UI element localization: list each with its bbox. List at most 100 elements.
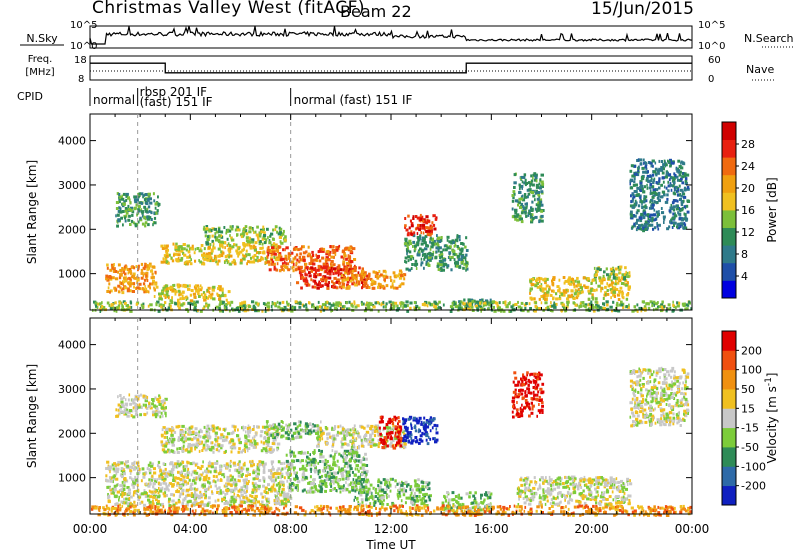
data-cell — [228, 229, 232, 233]
data-cell — [530, 218, 533, 222]
data-cell — [177, 500, 181, 504]
data-cell — [451, 307, 455, 311]
data-cell — [124, 219, 127, 223]
data-cell — [200, 247, 202, 251]
data-cell — [119, 484, 123, 488]
data-cell — [283, 268, 285, 272]
data-cell — [285, 500, 287, 504]
data-cell — [242, 467, 245, 471]
data-cell — [460, 258, 463, 261]
data-cell — [262, 470, 266, 474]
data-cell — [203, 305, 206, 309]
data-cell — [498, 301, 501, 305]
data-cell — [146, 215, 149, 219]
data-cell — [649, 213, 654, 217]
data-cell — [638, 306, 642, 310]
data-cell — [249, 226, 252, 230]
data-cell — [522, 205, 524, 208]
data-cell — [173, 476, 177, 480]
data-cell — [653, 303, 655, 307]
data-cell — [383, 278, 386, 282]
data-cell — [323, 306, 327, 310]
data-cell — [152, 265, 156, 269]
data-cell — [237, 471, 241, 475]
data-cell — [338, 486, 342, 490]
data-cell — [429, 233, 432, 237]
data-cell — [120, 467, 124, 470]
data-cell — [208, 291, 211, 294]
data-cell — [199, 284, 202, 288]
data-cell — [221, 291, 224, 295]
data-cell — [212, 285, 216, 289]
data-cell — [307, 457, 311, 461]
data-cell — [130, 495, 133, 499]
data-cell — [529, 291, 531, 295]
data-cell — [292, 269, 295, 273]
data-cell — [194, 447, 197, 451]
data-cell — [630, 194, 632, 198]
data-cell — [138, 403, 141, 407]
data-cell — [552, 296, 555, 300]
data-cell — [144, 221, 148, 225]
data-cell — [215, 260, 218, 264]
data-cell — [149, 286, 151, 290]
data-cell — [316, 268, 320, 272]
data-cell — [448, 240, 452, 244]
data-cell — [622, 306, 625, 309]
data-cell — [169, 306, 172, 310]
data-cell — [677, 159, 681, 163]
data-cell — [580, 283, 582, 287]
data-cell — [276, 496, 279, 500]
data-cell — [243, 461, 246, 465]
data-cell — [171, 484, 175, 488]
data-cell — [437, 306, 442, 310]
data-cell — [530, 283, 534, 287]
data-cell — [140, 492, 144, 496]
data-cell — [468, 302, 472, 306]
data-cell — [199, 288, 203, 292]
data-cell — [183, 253, 187, 257]
data-cell — [323, 466, 326, 470]
data-cell — [524, 202, 527, 206]
data-cell — [154, 202, 158, 206]
data-cell — [273, 244, 275, 248]
data-cell — [212, 450, 215, 454]
data-cell — [163, 244, 166, 248]
data-cell — [237, 474, 240, 478]
data-cell — [250, 443, 254, 447]
data-cell — [135, 406, 138, 410]
data-cell — [423, 252, 427, 256]
data-cell — [363, 278, 366, 282]
data-cell — [683, 174, 687, 178]
data-cell — [160, 443, 164, 447]
data-cell — [146, 217, 151, 221]
data-cell — [672, 208, 676, 212]
data-cell — [442, 268, 445, 272]
data-cell — [282, 248, 285, 252]
data-cell — [540, 180, 544, 184]
data-cell — [146, 395, 149, 399]
data-cell — [312, 258, 315, 262]
data-cell — [254, 498, 257, 502]
data-cell — [293, 468, 295, 472]
data-cell — [258, 240, 262, 243]
data-cell — [650, 185, 654, 189]
data-cell — [207, 469, 210, 473]
data-cell — [107, 493, 109, 497]
data-cell — [675, 175, 679, 179]
data-cell — [535, 185, 539, 189]
data-cell — [280, 227, 283, 231]
data-cell — [168, 482, 172, 486]
data-cell — [660, 303, 664, 307]
data-cell — [205, 227, 209, 230]
data-cell — [496, 304, 500, 308]
power-colorbar-tick: 24 — [741, 160, 755, 173]
data-cell — [642, 209, 646, 213]
data-cell — [239, 261, 243, 265]
data-cell — [343, 271, 348, 275]
data-cell — [270, 232, 274, 236]
data-cell — [625, 270, 627, 274]
data-cell — [522, 206, 525, 210]
data-cell — [184, 464, 187, 468]
data-cell — [462, 266, 465, 270]
